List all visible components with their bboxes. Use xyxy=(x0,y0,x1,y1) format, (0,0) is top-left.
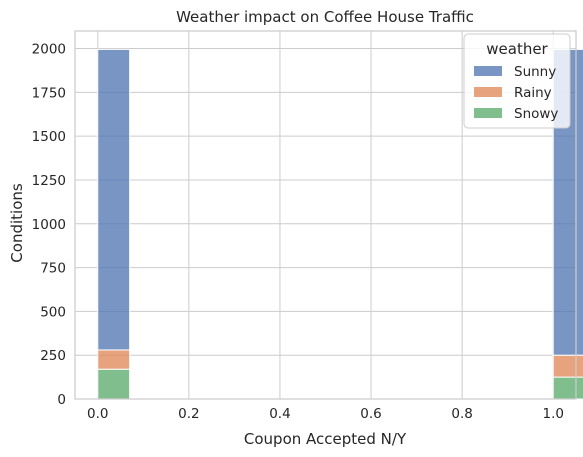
x-tick-label: 0.6 xyxy=(360,406,381,422)
y-tick-label: 500 xyxy=(40,304,66,320)
legend-swatch-rainy xyxy=(474,87,502,97)
bar-rainy xyxy=(552,354,583,378)
legend-title: weather xyxy=(486,40,548,58)
bar-rainy xyxy=(97,349,131,370)
chart-title: Weather impact on Coffee House Traffic xyxy=(176,8,474,26)
legend-box xyxy=(463,33,571,129)
plot-border xyxy=(74,30,577,400)
legend-swatch-sunny xyxy=(474,66,502,76)
bar-snowy xyxy=(97,368,131,400)
y-tick-label: 1750 xyxy=(32,85,66,101)
legend-label-sunny: Sunny xyxy=(514,64,556,80)
legend-label-snowy: Snowy xyxy=(514,106,558,122)
bar-sunny xyxy=(97,48,131,351)
grid-lines xyxy=(75,31,576,400)
plot-frame xyxy=(74,30,577,400)
bar-snowy xyxy=(552,376,583,400)
legend: weather Sunny Rainy Snowy xyxy=(463,33,571,129)
x-tick-label: 0.4 xyxy=(269,406,290,422)
tick-labels: 0.0 0.2 0.4 0.6 0.8 1.0 0 250 500 750 1000 1250 1500… xyxy=(32,42,564,422)
x-tick-label: 0.0 xyxy=(87,406,108,422)
y-tick-label: 2000 xyxy=(32,42,66,58)
x-tick-label: 0.2 xyxy=(178,406,199,422)
x-axis-title: Coupon Accepted N/Y xyxy=(244,430,407,448)
x-tick-label: 1.0 xyxy=(542,406,563,422)
y-tick-label: 0 xyxy=(57,392,66,408)
x-tick-label: 0.8 xyxy=(451,406,472,422)
y-tick-label: 1000 xyxy=(32,217,66,233)
legend-label-rainy: Rainy xyxy=(514,85,552,101)
y-tick-label: 1250 xyxy=(32,173,66,189)
legend-swatch-snowy xyxy=(474,108,502,118)
y-axis-title: Conditions xyxy=(8,183,26,263)
y-tick-label: 750 xyxy=(40,261,66,277)
y-tick-label: 250 xyxy=(40,348,66,364)
y-tick-label: 1500 xyxy=(32,129,66,145)
